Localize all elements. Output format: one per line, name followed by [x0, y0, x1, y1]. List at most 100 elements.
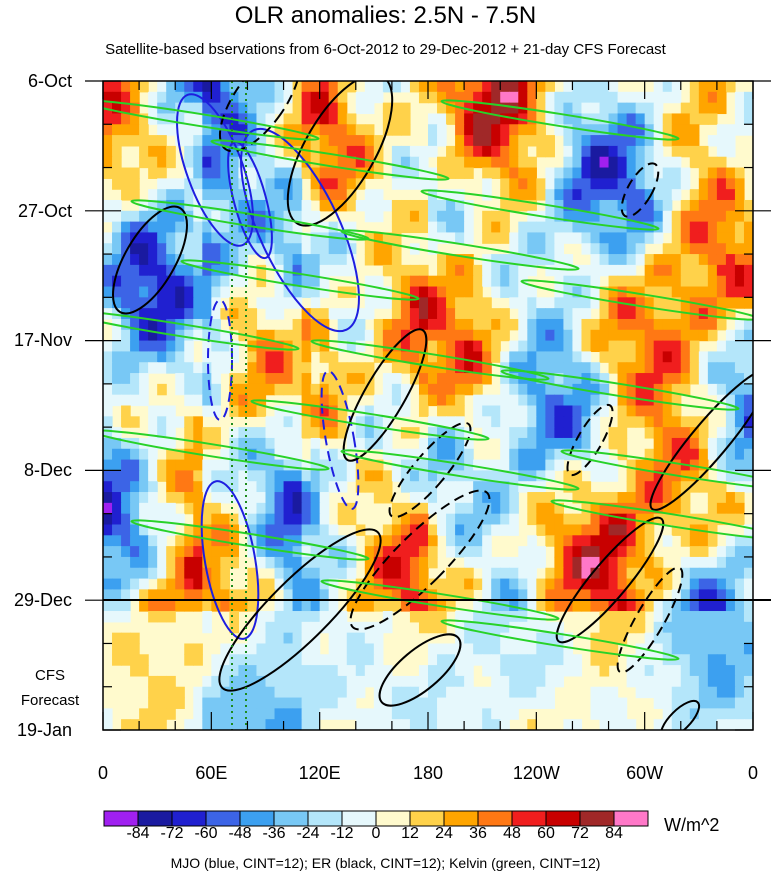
field-cell — [391, 243, 402, 255]
field-cell — [644, 264, 655, 277]
field-cell — [545, 318, 555, 331]
field-cell — [473, 329, 483, 342]
field-cell — [139, 535, 149, 547]
field-cell — [446, 600, 456, 612]
field-cell — [319, 524, 330, 536]
field-cell — [473, 308, 483, 320]
field-cell — [148, 167, 158, 179]
field-cell — [599, 308, 610, 320]
field-cell — [590, 297, 601, 309]
field-cell — [527, 221, 537, 234]
field-cell — [139, 459, 149, 471]
field-cell — [581, 437, 592, 450]
field-cell — [428, 719, 438, 730]
field-cell — [446, 643, 456, 655]
field-cell — [572, 297, 583, 309]
field-cell — [653, 675, 664, 688]
field-cell — [409, 708, 420, 720]
field-cell — [644, 578, 655, 590]
field-cell — [518, 189, 528, 201]
field-cell — [346, 340, 357, 353]
contour-legend: MJO (blue, CINT=12); ER (black, CINT=12)… — [170, 855, 601, 871]
field-cell — [292, 373, 303, 385]
field-cell — [446, 459, 456, 471]
field-cell — [428, 546, 438, 558]
field-cell — [716, 675, 727, 688]
field-cell — [734, 383, 745, 396]
field-cell — [400, 686, 411, 699]
field-cell — [545, 643, 555, 655]
field-cell — [373, 427, 384, 439]
field-cell — [274, 611, 285, 623]
field-cell — [193, 416, 203, 428]
field-cell — [238, 91, 249, 104]
field-cell — [455, 481, 465, 493]
field-cell — [725, 297, 736, 309]
field-cell — [247, 373, 258, 385]
field-cell — [211, 243, 221, 255]
field-cell — [635, 167, 646, 179]
field-cell — [373, 600, 384, 612]
field-cell — [256, 556, 267, 569]
field-cell — [220, 600, 230, 612]
field-cell — [238, 665, 249, 677]
field-cell — [373, 394, 384, 407]
field-cell — [455, 567, 465, 580]
field-cell — [157, 611, 167, 623]
field-cell — [572, 189, 583, 201]
field-cell — [599, 199, 610, 212]
field-cell — [716, 81, 727, 93]
field-cell — [599, 405, 610, 417]
field-cell — [193, 275, 203, 288]
field-cell — [112, 113, 122, 125]
field-cell — [635, 318, 646, 331]
field-cell — [373, 492, 384, 504]
field-cell — [166, 178, 176, 190]
field-cell — [148, 448, 158, 461]
field-cell — [238, 221, 249, 234]
field-cell — [509, 492, 519, 504]
field-cell — [626, 124, 637, 136]
field-cell — [211, 686, 221, 699]
field-cell — [635, 654, 646, 666]
field-cell — [572, 124, 583, 136]
field-cell — [608, 340, 619, 353]
field-cell — [437, 654, 447, 666]
field-cell — [229, 546, 240, 558]
field-cell — [572, 405, 583, 417]
field-cell — [148, 189, 158, 201]
field-cell — [572, 448, 583, 461]
field-cell — [509, 297, 519, 309]
field-cell — [274, 556, 285, 569]
field-cell — [545, 210, 555, 223]
field-cell — [428, 448, 438, 461]
y-tick-label: 17-Nov — [14, 330, 72, 350]
field-cell — [617, 329, 628, 342]
field-cell — [518, 481, 528, 493]
field-cell — [382, 719, 393, 730]
field-cell — [707, 719, 718, 730]
colorbar-label: 84 — [605, 825, 623, 842]
field-cell — [337, 102, 348, 115]
field-cell — [563, 427, 574, 439]
field-cell — [617, 697, 628, 709]
field-cell — [364, 427, 375, 439]
field-cell — [319, 373, 330, 385]
field-cell — [716, 589, 727, 601]
field-cell — [274, 578, 285, 590]
field-cell — [175, 697, 185, 709]
field-cell — [193, 91, 203, 104]
field-cell — [301, 362, 312, 374]
field-cell — [211, 437, 221, 450]
field-cell — [256, 546, 267, 558]
field-cell — [274, 708, 285, 720]
field-cell — [292, 254, 303, 266]
field-cell — [418, 167, 429, 179]
field-cell — [482, 167, 492, 179]
field-cell — [743, 199, 753, 212]
field-cell — [554, 665, 565, 677]
field-cell — [464, 611, 474, 623]
field-cell — [428, 329, 438, 342]
field-cell — [599, 329, 610, 342]
field-cell — [202, 275, 212, 288]
